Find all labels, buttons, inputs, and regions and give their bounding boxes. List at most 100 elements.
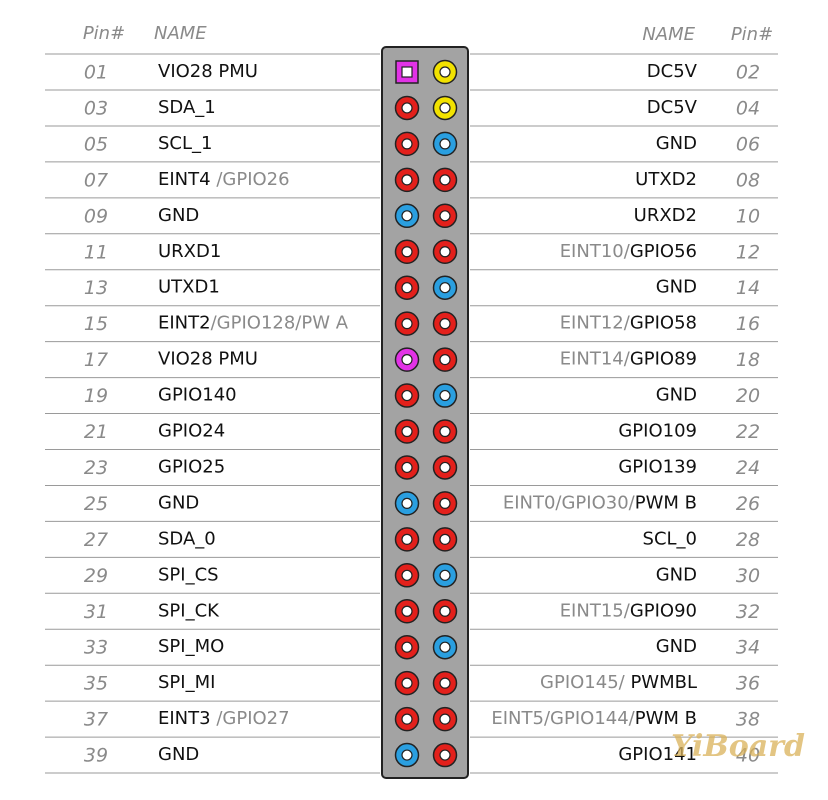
header-pin: Pin# [731,24,773,45]
name-part: DC5V [647,61,698,82]
pin-name: GND [158,492,199,513]
name-part: SPI_MI [158,672,215,693]
name-part: /GPIO26 [216,169,289,190]
pin-hole [439,354,451,366]
pin-number: 26 [736,493,760,515]
pin-number: 29 [84,565,108,587]
pin-hole [401,677,413,689]
pin-hole [401,497,413,509]
pin-number: 27 [84,529,108,551]
name-part: GPIO140 [158,385,237,406]
name-part: /GPIO128/PW A [211,313,349,334]
pin-hole [439,174,451,186]
name-part: GND [158,744,199,765]
pin-name: SCL_0 [643,528,697,549]
pin-number: 31 [84,601,108,623]
name-part: EINT12/ [560,313,631,334]
pin-name: SPI_CK [158,600,220,621]
pin-name: GPIO24 [158,421,225,442]
name-part: SCL_0 [643,528,697,549]
name-part: GPIO25 [158,456,225,477]
pin-number: 23 [84,457,108,479]
pin-name: EINT12/GPIO58 [560,313,697,334]
pin-number: 36 [736,673,760,695]
pin-number: 04 [736,97,760,119]
name-part: GPIO24 [158,421,225,442]
name-part: GND [656,636,697,657]
pin-name: VIO28 PMU [158,61,258,82]
pin-hole [439,66,451,78]
name-part: /GPIO27 [216,708,289,729]
pin-hole [439,461,451,474]
pin-hole [401,102,413,114]
pin-number: 34 [736,637,760,659]
pin-number: 32 [736,601,760,623]
name-part: EINT2 [158,313,211,334]
header-name: NAME [642,24,695,45]
pin-number: 28 [736,529,760,551]
pin-hole [439,210,451,222]
name-part: SPI_CS [158,564,219,585]
header-connector [381,46,469,779]
pin-number: 22 [736,421,760,443]
pin-name: EINT0/GPIO30/PWM B [503,492,697,513]
pin-name: GPIO141 [618,744,697,765]
pin-number: 24 [736,457,760,479]
pin-hole [401,210,413,222]
pin-number: 14 [736,277,760,299]
pin-number: 09 [84,205,108,227]
pin-number: 03 [84,97,108,119]
pin-hole [401,605,413,617]
name-part: PWMBL [625,672,697,693]
pin-hole [439,282,451,294]
pin-hole [439,318,451,330]
name-part: EINT0/GPIO30/ [503,492,636,513]
pin-number: 35 [84,673,108,695]
name-part: VIO28 PMU [158,61,258,82]
pin-number: 01 [84,62,108,84]
name-part: GPIO145/ [540,672,626,693]
pin-number: 39 [84,745,108,767]
pin-name: EINT14/GPIO89 [560,349,697,370]
pin-number: 18 [736,349,760,371]
pin-number: 05 [84,133,108,155]
pin-name: GND [656,277,697,298]
pin-number: 06 [736,133,760,155]
pin-name: GPIO139 [618,456,697,477]
pin-number: 21 [84,421,108,443]
name-part: GND [656,385,697,406]
pin-name: GND [158,744,199,765]
pin-name: GND [656,564,697,585]
name-part: GND [158,492,199,513]
pin-name: GND [656,385,697,406]
pin-number: 25 [84,493,108,515]
pin-hole [401,282,413,294]
pin-name: GPIO145/ PWMBL [540,672,697,693]
name-part: EINT3 [158,708,216,729]
pin-name: URXD1 [158,241,221,262]
pin-number: 07 [84,169,108,191]
name-part: EINT4 [158,169,216,190]
pin-name: GPIO109 [618,421,697,442]
pin-number: 10 [736,205,760,227]
pin-hole [401,246,413,258]
pin-number: 02 [736,62,760,84]
pin-name: SDA_1 [158,97,216,118]
pin-hole [401,138,413,150]
pin-number: 08 [736,169,760,191]
pin-number: 17 [84,349,108,371]
name-part: GPIO139 [618,456,697,477]
pin-number: 20 [736,385,760,407]
name-part: EINT15/ [560,600,631,621]
header-name: NAME [154,23,207,44]
pin-hole [401,713,413,725]
pin-hole [439,102,451,114]
pin-number: 37 [84,709,108,731]
name-part: GPIO89 [630,349,697,370]
pin-hole [401,174,413,186]
name-part: SDA_0 [158,528,216,549]
pin-name: EINT3 /GPIO27 [158,708,290,729]
pin-name: SDA_0 [158,528,216,549]
pin-hole [401,461,413,474]
